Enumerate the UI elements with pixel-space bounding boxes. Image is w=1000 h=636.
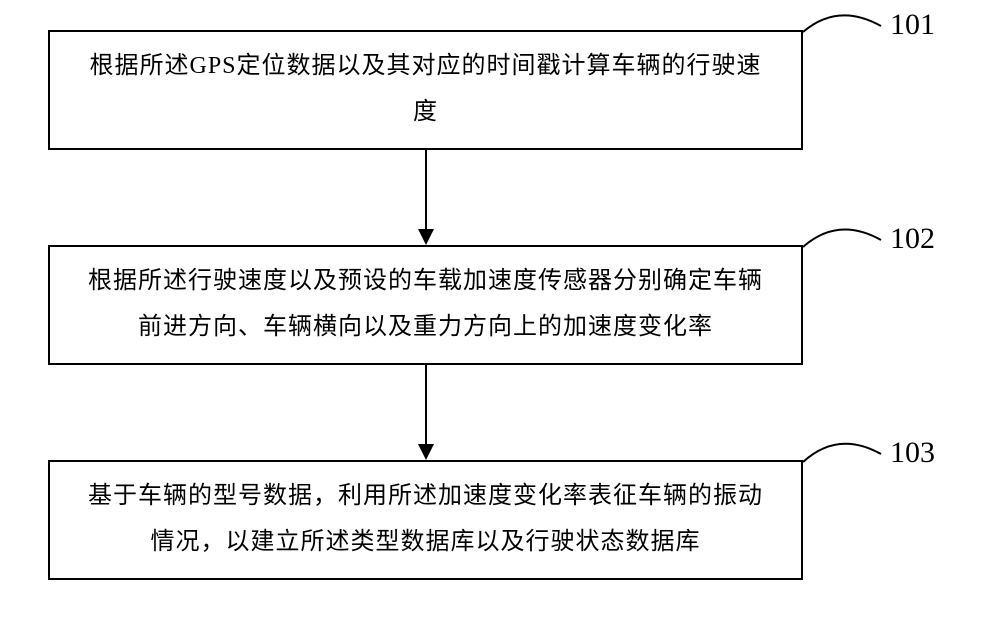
leader-curve-1: [803, 8, 893, 48]
arrow-line-1: [425, 150, 427, 229]
arrow-head-1: [418, 229, 434, 245]
step-label-3-text: 103: [890, 436, 935, 469]
step-label-1-text: 101: [890, 8, 935, 41]
arrow-line-2: [425, 365, 427, 444]
step-label-1: 101: [890, 8, 935, 42]
step-text-1: 根据所述GPS定位数据以及其对应的时间戳计算车辆的行驶速度: [80, 44, 771, 135]
flowchart-canvas: 根据所述GPS定位数据以及其对应的时间戳计算车辆的行驶速度 101 根据所述行驶…: [0, 0, 1000, 636]
step-label-2: 102: [890, 222, 935, 256]
step-box-1: 根据所述GPS定位数据以及其对应的时间戳计算车辆的行驶速度: [48, 30, 803, 150]
step-text-2: 根据所述行驶速度以及预设的车载加速度传感器分别确定车辆前进方向、车辆横向以及重力…: [80, 259, 771, 350]
step-text-3: 基于车辆的型号数据，利用所述加速度变化率表征车辆的振动情况，以建立所述类型数据库…: [80, 474, 771, 565]
step-label-2-text: 102: [890, 222, 935, 255]
step-box-3: 基于车辆的型号数据，利用所述加速度变化率表征车辆的振动情况，以建立所述类型数据库…: [48, 460, 803, 580]
leader-curve-2: [803, 222, 893, 262]
step-label-3: 103: [890, 436, 935, 470]
step-box-2: 根据所述行驶速度以及预设的车载加速度传感器分别确定车辆前进方向、车辆横向以及重力…: [48, 245, 803, 365]
leader-curve-3: [803, 436, 893, 476]
arrow-head-2: [418, 444, 434, 460]
